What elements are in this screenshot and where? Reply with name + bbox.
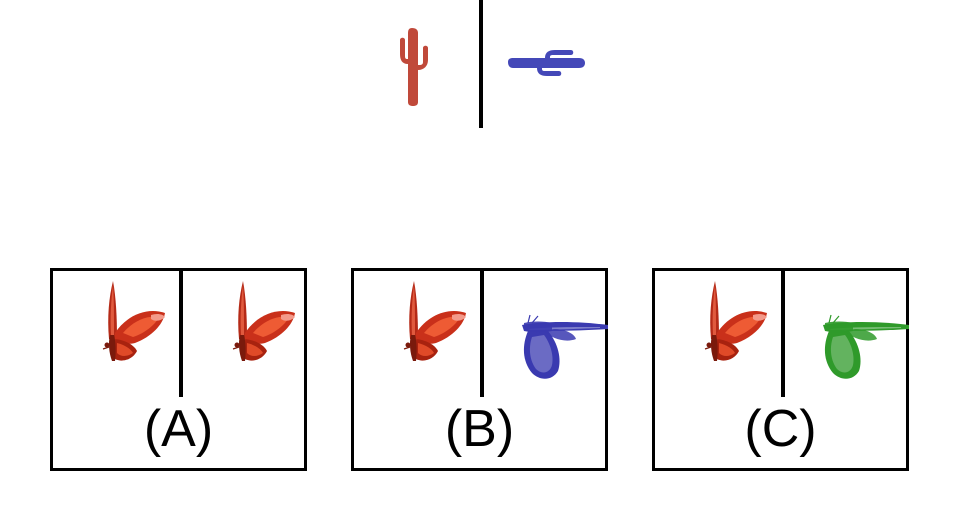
option-b[interactable]: (B) xyxy=(351,268,609,471)
option-divider xyxy=(480,271,484,397)
option-divider xyxy=(179,271,183,397)
option-c[interactable]: (C) xyxy=(652,268,910,471)
butterfly-rotated-icon xyxy=(521,314,609,380)
option-label: (A) xyxy=(143,400,214,458)
option-a[interactable]: (A) xyxy=(50,268,307,471)
option-divider xyxy=(781,271,785,397)
butterfly-rotated-icon xyxy=(822,314,910,380)
option-label: (B) xyxy=(444,400,515,458)
butterfly-icon xyxy=(704,280,768,362)
cactus-rotated-icon xyxy=(508,50,585,76)
butterfly-icon xyxy=(102,280,166,362)
cactus-icon xyxy=(400,28,428,106)
option-label: (C) xyxy=(744,400,817,458)
example-divider xyxy=(479,0,483,128)
butterfly-icon xyxy=(403,280,467,362)
butterfly-icon xyxy=(232,280,296,362)
